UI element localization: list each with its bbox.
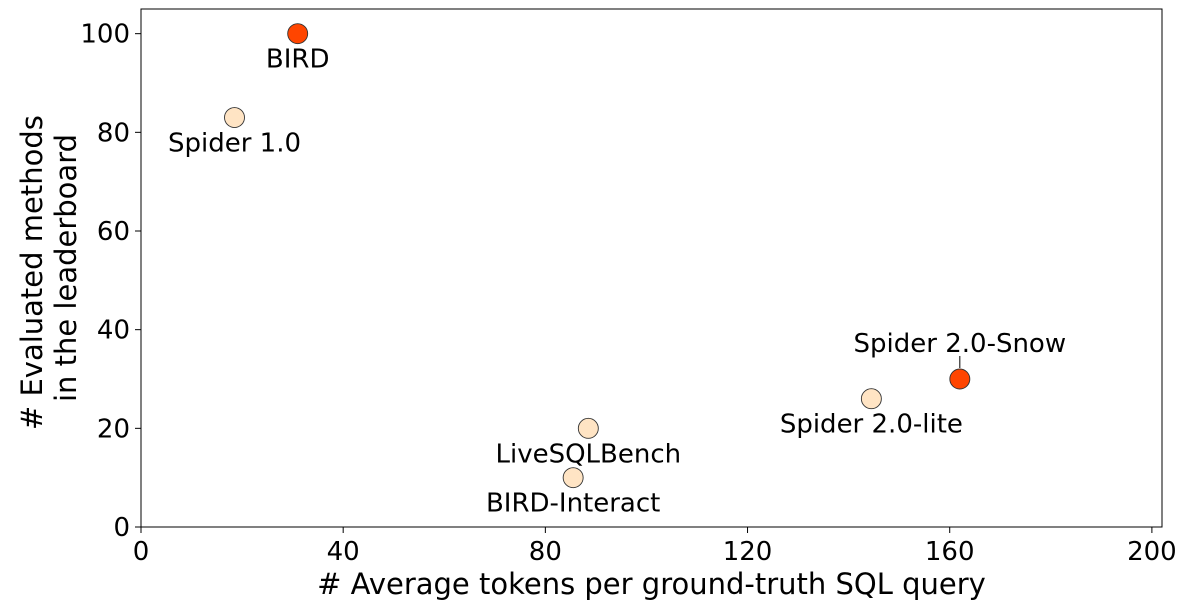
x-tick-label: 40 <box>327 537 360 567</box>
data-points <box>224 23 971 489</box>
y-tick-label: 40 <box>97 316 130 346</box>
x-tick-label: 200 <box>1127 537 1177 567</box>
x-tick-label: 160 <box>925 537 975 567</box>
y-axis-label: # Evaluated methods in the leaderboard <box>15 106 83 430</box>
plot-area-frame <box>140 8 1163 528</box>
x-tick-label: 120 <box>723 537 773 567</box>
x-tick-label: 80 <box>529 537 562 567</box>
data-point-label: Spider 1.0 <box>168 129 301 159</box>
data-point-label: Spider 2.0-lite <box>780 410 963 440</box>
data-point-labels: BIRD Spider 1.0 Spider 2.0-Snow Spider 2.0-… <box>168 45 1066 519</box>
data-point-label: LiveSQLBench <box>495 439 681 469</box>
y-tick-label: 20 <box>97 414 130 444</box>
data-point-label: Spider 2.0-Snow <box>854 329 1067 359</box>
data-point <box>860 388 882 410</box>
x-axis-ticks: 0 40 80 120 160 200 <box>133 527 1177 567</box>
data-point <box>224 107 245 128</box>
data-point <box>562 467 584 489</box>
y-axis-label-line-1: # Evaluated methods <box>15 115 49 430</box>
y-tick-label: 80 <box>97 118 130 148</box>
x-tick-label: 0 <box>133 537 150 567</box>
data-point-label: BIRD-Interact <box>486 489 660 519</box>
y-axis-label-line-2: in the leaderboard <box>49 134 83 402</box>
y-axis-ticks: 0 20 40 60 80 100 <box>80 20 141 543</box>
data-point <box>949 368 971 390</box>
data-point <box>577 417 599 439</box>
x-axis-label: # Average tokens per ground-truth SQL qu… <box>317 567 986 601</box>
data-point-label: BIRD <box>266 45 330 75</box>
data-point <box>287 23 309 45</box>
y-tick-label: 100 <box>80 20 130 50</box>
y-tick-label: 60 <box>97 217 130 247</box>
y-tick-label: 0 <box>113 513 130 543</box>
